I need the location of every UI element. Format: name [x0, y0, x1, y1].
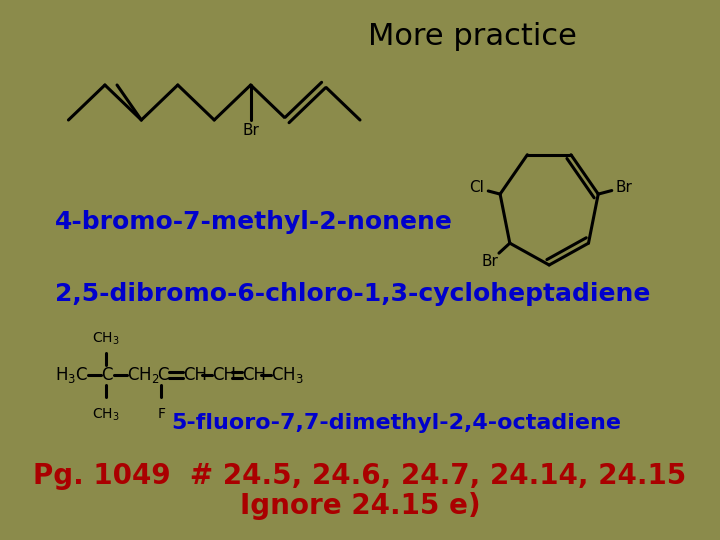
Text: Br: Br — [615, 180, 632, 195]
Text: Br: Br — [481, 254, 498, 269]
Text: More practice: More practice — [369, 22, 577, 51]
Text: 5-fluoro-7,7-dimethyl-2,4-octadiene: 5-fluoro-7,7-dimethyl-2,4-octadiene — [171, 413, 621, 433]
Text: CH$_3$: CH$_3$ — [92, 330, 120, 347]
Text: F: F — [157, 407, 166, 421]
Text: CH$_3$: CH$_3$ — [92, 407, 120, 423]
Text: 4-bromo-7-methyl-2-nonene: 4-bromo-7-methyl-2-nonene — [55, 210, 452, 234]
Text: Br: Br — [242, 123, 259, 138]
Text: CH: CH — [242, 366, 266, 384]
Text: CH: CH — [183, 366, 207, 384]
Text: CH$_2$: CH$_2$ — [127, 365, 160, 385]
Text: 2,5-dibromo-6-chloro-1,3-cycloheptadiene: 2,5-dibromo-6-chloro-1,3-cycloheptadiene — [55, 282, 650, 306]
Text: CH: CH — [212, 366, 236, 384]
Text: CH$_3$: CH$_3$ — [271, 365, 305, 385]
Text: C: C — [157, 366, 168, 384]
Text: H$_3$C: H$_3$C — [55, 365, 88, 385]
Text: Ignore 24.15 e): Ignore 24.15 e) — [240, 492, 480, 520]
Text: Cl: Cl — [469, 180, 484, 195]
Text: Pg. 1049  # 24.5, 24.6, 24.7, 24.14, 24.15: Pg. 1049 # 24.5, 24.6, 24.7, 24.14, 24.1… — [33, 462, 687, 490]
Text: C: C — [102, 366, 113, 384]
